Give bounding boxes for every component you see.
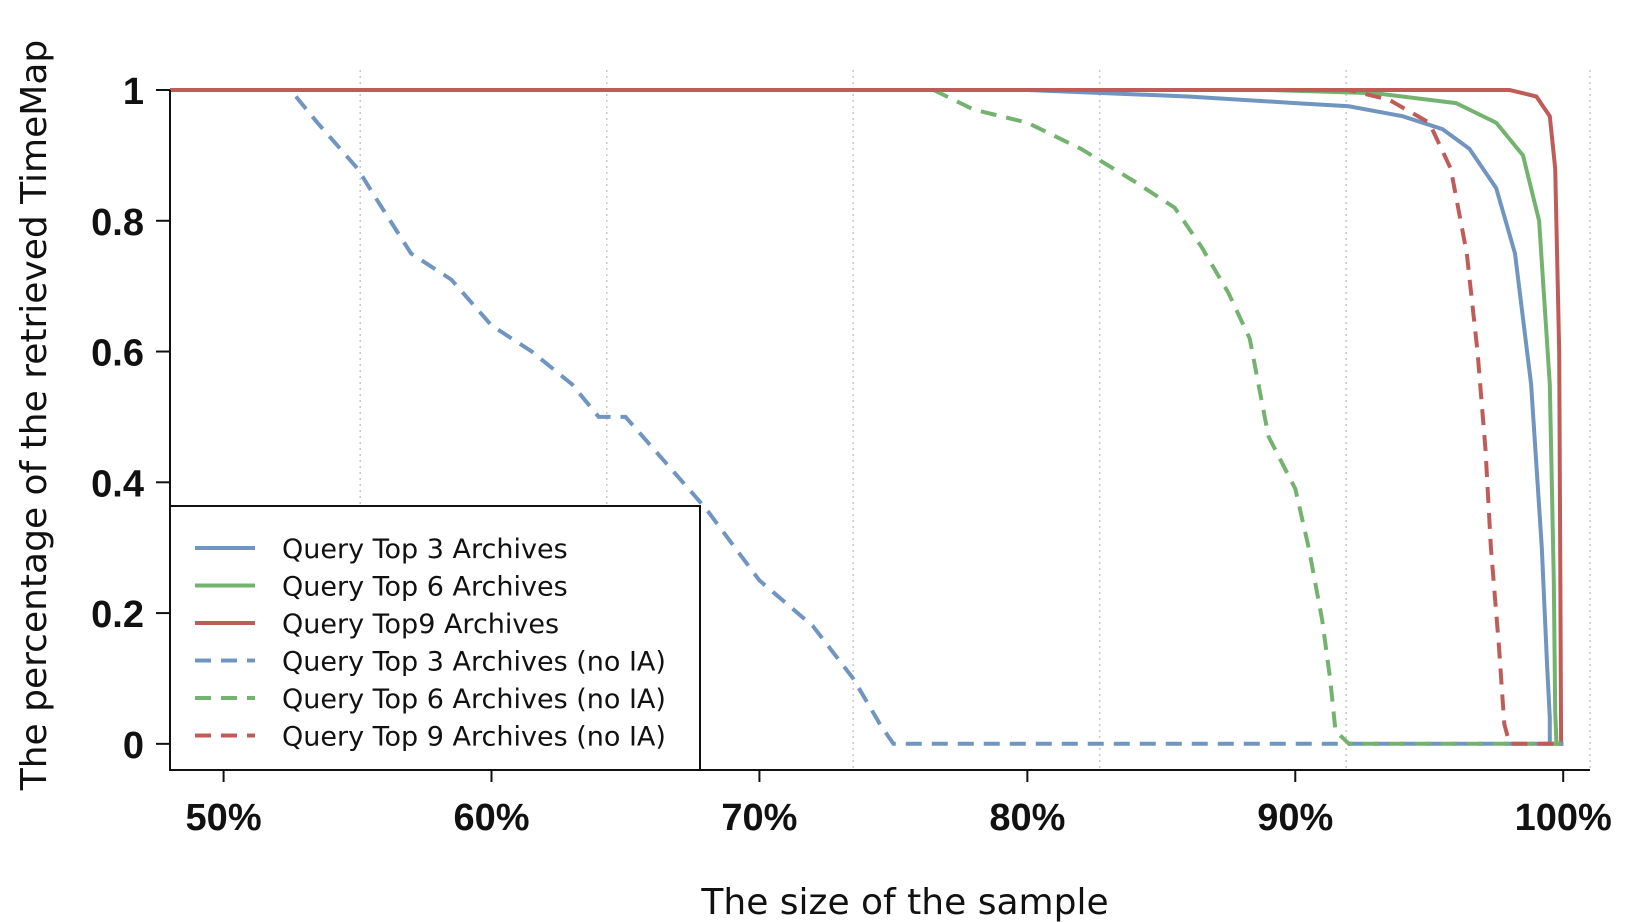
series-line-1 — [170, 88, 1564, 746]
legend: Query Top 3 Archives Query Top 6 Archives… — [169, 505, 701, 771]
x-tick-label: 70% — [721, 797, 797, 839]
y-tick-label: 0.4 — [91, 463, 144, 505]
y-tick-label: 0 — [123, 725, 144, 767]
legend-box — [169, 505, 701, 771]
y-tick-label: 0.8 — [91, 202, 144, 244]
series-line-3 — [170, 88, 1564, 746]
legend-label: Query Top 6 Archives — [282, 572, 568, 603]
legend-label: Query Top 3 Archives — [282, 534, 568, 565]
x-axis-ticks: 50% 60% 70% 80% 90% 100% — [186, 770, 1612, 839]
x-tick-label: 60% — [453, 797, 529, 839]
series-line-5 — [932, 88, 1564, 746]
y-axis-title: The percentage of the retrieved TimeMap — [14, 40, 55, 792]
series-line-6 — [170, 88, 1564, 746]
x-tick-label: 100% — [1515, 797, 1612, 839]
series-lines — [170, 88, 1564, 746]
legend-label: Query Top 9 Archives (no IA) — [282, 722, 666, 753]
y-tick-label: 0.2 — [91, 594, 144, 636]
y-tick-label: 0.6 — [91, 333, 144, 375]
y-tick-label: 1 — [123, 71, 144, 113]
series-line-4 — [294, 95, 1564, 746]
series-line-2 — [170, 88, 1564, 746]
legend-label: Query Top 3 Archives (no IA) — [282, 647, 666, 678]
legend-label: Query Top 6 Archives (no IA) — [282, 684, 666, 715]
y-axis-ticks: 0 0.2 0.4 0.6 0.8 1 — [91, 71, 170, 767]
x-tick-label: 80% — [989, 797, 1065, 839]
x-axis-title: The size of the sample — [700, 882, 1108, 922]
legend-label: Query Top9 Archives — [282, 609, 559, 640]
x-tick-label: 50% — [186, 797, 262, 839]
x-tick-label: 90% — [1257, 797, 1333, 839]
